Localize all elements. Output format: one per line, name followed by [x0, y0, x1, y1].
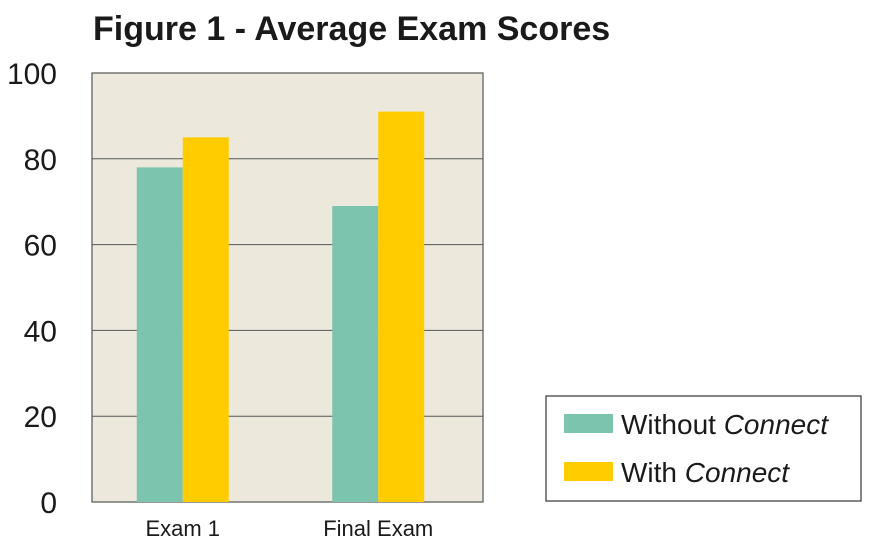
y-tick-label: 0: [40, 487, 57, 520]
y-axis-ticks: 0 20 40 60 80 100: [7, 58, 57, 520]
y-tick-label: 80: [24, 144, 57, 177]
legend-label: Without Connect: [621, 409, 829, 440]
chart-title: Figure 1 - Average Exam Scores: [93, 10, 610, 48]
y-tick-label: 100: [7, 58, 57, 91]
bar: [136, 167, 183, 502]
x-axis-ticks: Exam 1 Final Exam: [145, 516, 433, 541]
legend-swatch: [564, 414, 613, 433]
x-tick-label: Exam 1: [145, 516, 220, 541]
legend-box: [545, 395, 862, 502]
y-tick-label: 20: [24, 401, 57, 434]
bar: [332, 205, 379, 503]
bars: [136, 111, 425, 503]
y-tick-label: 60: [24, 230, 57, 263]
bar: [378, 111, 425, 503]
legend-swatch: [564, 462, 613, 481]
y-tick-label: 40: [24, 315, 57, 348]
x-tick-label: Final Exam: [323, 516, 433, 541]
bar: [182, 137, 229, 502]
legend: Without Connect With Connect: [545, 395, 862, 502]
legend-label: With Connect: [621, 457, 790, 488]
